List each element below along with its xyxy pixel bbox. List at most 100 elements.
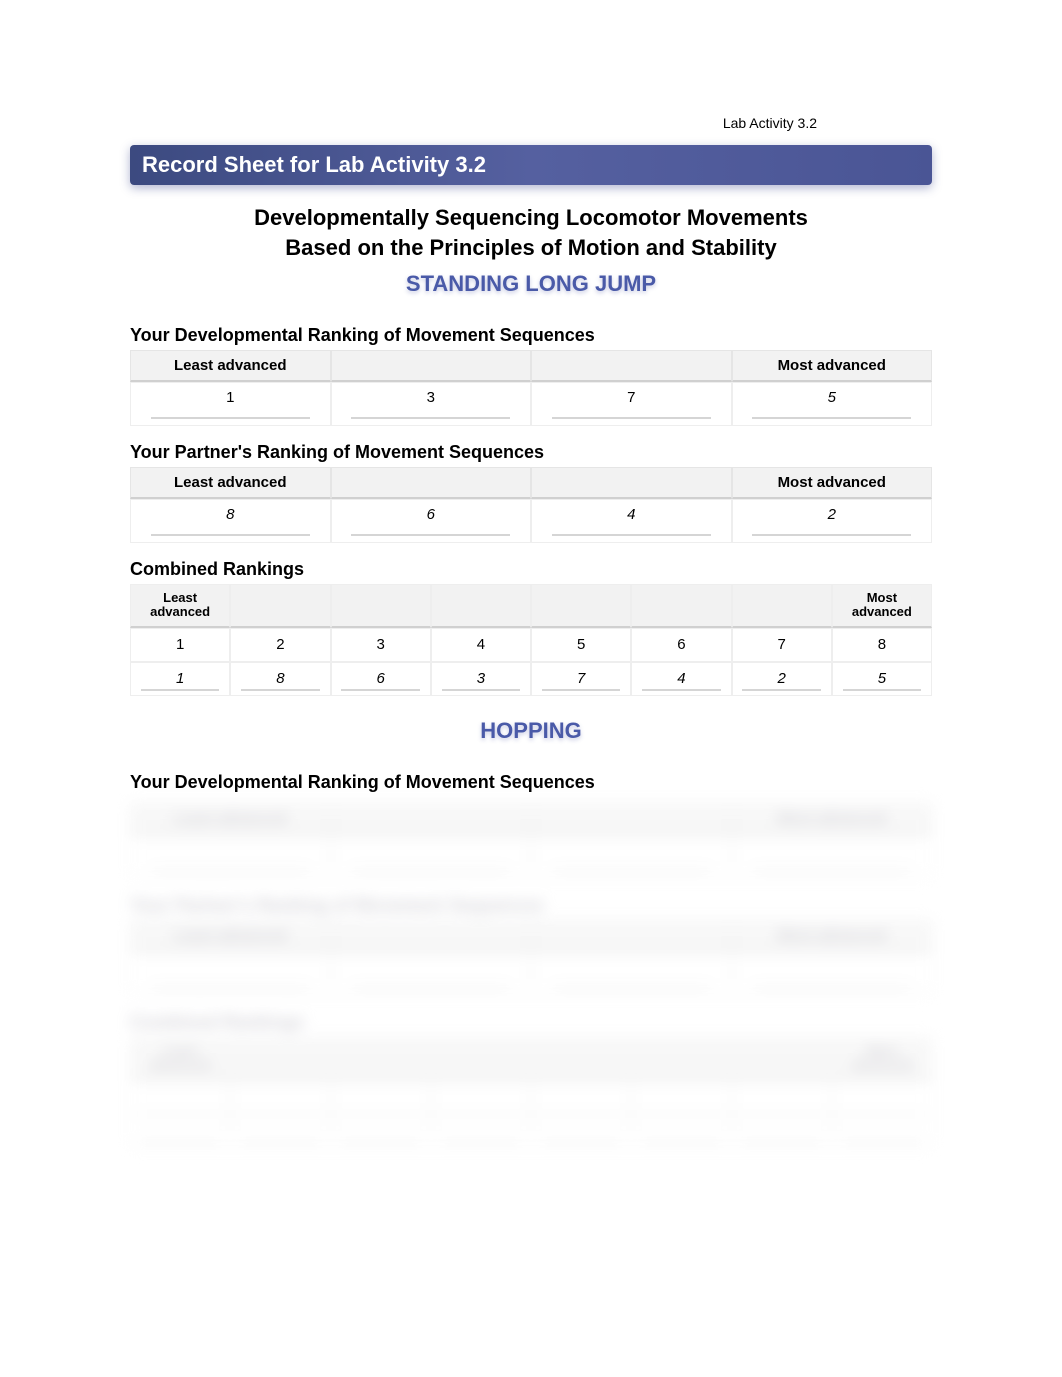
ex1-your-title: Your Developmental Ranking of Movement S… bbox=[130, 325, 932, 346]
ex2-combined-val bbox=[631, 1114, 731, 1148]
ex1-combined-val: 7 bbox=[531, 662, 631, 696]
combined-least-header: Least advanced bbox=[130, 1037, 230, 1081]
blank-header bbox=[531, 803, 732, 835]
most-header: Most advanced bbox=[732, 803, 933, 835]
blank-header bbox=[531, 1037, 631, 1081]
ex2-your-cell bbox=[531, 835, 732, 879]
ex1-your-cell: 3 bbox=[331, 382, 532, 426]
ex1-partner-cell: 2 bbox=[732, 499, 933, 543]
ex2-your-cell bbox=[732, 835, 933, 879]
blank-header bbox=[331, 584, 431, 628]
blank-header bbox=[631, 1037, 731, 1081]
page: Lab Activity 3.2 Record Sheet for Lab Ac… bbox=[0, 0, 1062, 1377]
ex1-combined-val: 6 bbox=[331, 662, 431, 696]
ex1-combined-table: Least advanced Most advanced 1 2 3 4 5 6… bbox=[130, 584, 932, 696]
combined-least-header: Least advanced bbox=[130, 584, 230, 628]
ex2-combined-rank bbox=[230, 1080, 330, 1114]
ex1-partner-cell: 4 bbox=[531, 499, 732, 543]
ex1-your-cell: 7 bbox=[531, 382, 732, 426]
ex1-combined-rank: 6 bbox=[631, 628, 731, 662]
ex2-combined-val bbox=[732, 1114, 832, 1148]
blank-header bbox=[531, 350, 732, 382]
ex2-partner-cell bbox=[732, 952, 933, 996]
ex1-your-cell: 1 bbox=[130, 382, 331, 426]
ex1-combined-val: 3 bbox=[431, 662, 531, 696]
blank-header bbox=[531, 584, 631, 628]
title-banner: Record Sheet for Lab Activity 3.2 bbox=[130, 145, 932, 185]
ex1-combined-rank: 1 bbox=[130, 628, 230, 662]
ex2-combined-rank bbox=[130, 1080, 230, 1114]
main-title-line2: Based on the Principles of Motion and St… bbox=[130, 235, 932, 261]
ex1-combined-val: 2 bbox=[732, 662, 832, 696]
ex2-your-table: Least advanced Most advanced bbox=[130, 803, 932, 879]
ex2-partner-table: Least advanced Most advanced bbox=[130, 920, 932, 996]
ex2-partner-cell bbox=[531, 952, 732, 996]
ex2-combined-rank bbox=[732, 1080, 832, 1114]
ex2-partner-cell bbox=[130, 952, 331, 996]
ex1-combined-title: Combined Rankings bbox=[130, 559, 932, 580]
ex1-partner-cell: 8 bbox=[130, 499, 331, 543]
ex2-partner-cell bbox=[331, 952, 532, 996]
blank-header bbox=[331, 803, 532, 835]
combined-most-header: Most advanced bbox=[832, 1037, 932, 1081]
ex2-your-cell bbox=[331, 835, 532, 879]
blank-header bbox=[331, 350, 532, 382]
ex1-combined-rank: 5 bbox=[531, 628, 631, 662]
ex2-combined-rank bbox=[631, 1080, 731, 1114]
blank-header bbox=[732, 1037, 832, 1081]
main-title-line1: Developmentally Sequencing Locomotor Mov… bbox=[130, 205, 932, 231]
ex2-combined-rank bbox=[531, 1080, 631, 1114]
ex1-combined-rank: 3 bbox=[331, 628, 431, 662]
blank-header bbox=[331, 467, 532, 499]
least-header: Least advanced bbox=[130, 803, 331, 835]
blank-header bbox=[531, 920, 732, 952]
ex1-partner-table: Least advanced Most advanced 8 6 4 2 bbox=[130, 467, 932, 543]
ex2-combined-rank bbox=[331, 1080, 431, 1114]
ex1-combined-val: 1 bbox=[130, 662, 230, 696]
ex2-your-cell bbox=[130, 835, 331, 879]
ex2-combined-title: Combined Rankings bbox=[130, 1012, 932, 1033]
exercise1-heading: STANDING LONG JUMP bbox=[130, 271, 932, 297]
blank-header bbox=[531, 467, 732, 499]
ex2-combined-val bbox=[832, 1114, 932, 1148]
most-header: Most advanced bbox=[732, 467, 933, 499]
ex1-combined-val: 4 bbox=[631, 662, 731, 696]
ex1-your-table: Least advanced Most advanced 1 3 7 5 bbox=[130, 350, 932, 426]
ex1-combined-rank: 7 bbox=[732, 628, 832, 662]
ex2-combined-val bbox=[130, 1114, 230, 1148]
blank-header bbox=[331, 1037, 431, 1081]
least-header: Least advanced bbox=[130, 920, 331, 952]
ex1-combined-val: 5 bbox=[832, 662, 932, 696]
blank-header bbox=[732, 584, 832, 628]
ex1-partner-title: Your Partner's Ranking of Movement Seque… bbox=[130, 442, 932, 463]
least-header: Least advanced bbox=[130, 467, 331, 499]
title-banner-text: Record Sheet for Lab Activity 3.2 bbox=[142, 152, 486, 177]
ex2-combined-val bbox=[331, 1114, 431, 1148]
blank-header bbox=[431, 584, 531, 628]
ex2-combined-rank bbox=[832, 1080, 932, 1114]
blank-header bbox=[331, 920, 532, 952]
ex1-combined-rank: 2 bbox=[230, 628, 330, 662]
ex1-combined-val: 8 bbox=[230, 662, 330, 696]
blank-header bbox=[230, 584, 330, 628]
exercise2-heading: HOPPING bbox=[130, 718, 932, 744]
combined-most-header: Most advanced bbox=[832, 584, 932, 628]
ex2-combined-table: Least advanced Most advanced bbox=[130, 1037, 932, 1149]
blank-header bbox=[631, 584, 731, 628]
page-header-label: Lab Activity 3.2 bbox=[723, 115, 817, 131]
least-header: Least advanced bbox=[130, 350, 331, 382]
ex1-combined-rank: 4 bbox=[431, 628, 531, 662]
blurred-preview-region: Least advanced Most advanced Your Partne… bbox=[130, 803, 932, 1149]
ex2-combined-rank bbox=[431, 1080, 531, 1114]
most-header: Most advanced bbox=[732, 920, 933, 952]
ex2-combined-val bbox=[531, 1114, 631, 1148]
ex2-partner-title: Your Partner's Ranking of Movement Seque… bbox=[130, 895, 932, 916]
ex1-your-cell: 5 bbox=[732, 382, 933, 426]
ex2-your-title: Your Developmental Ranking of Movement S… bbox=[130, 772, 932, 793]
ex1-combined-rank: 8 bbox=[832, 628, 932, 662]
ex2-combined-val bbox=[431, 1114, 531, 1148]
most-header: Most advanced bbox=[732, 350, 933, 382]
ex1-partner-cell: 6 bbox=[331, 499, 532, 543]
ex2-combined-val bbox=[230, 1114, 330, 1148]
blank-header bbox=[431, 1037, 531, 1081]
